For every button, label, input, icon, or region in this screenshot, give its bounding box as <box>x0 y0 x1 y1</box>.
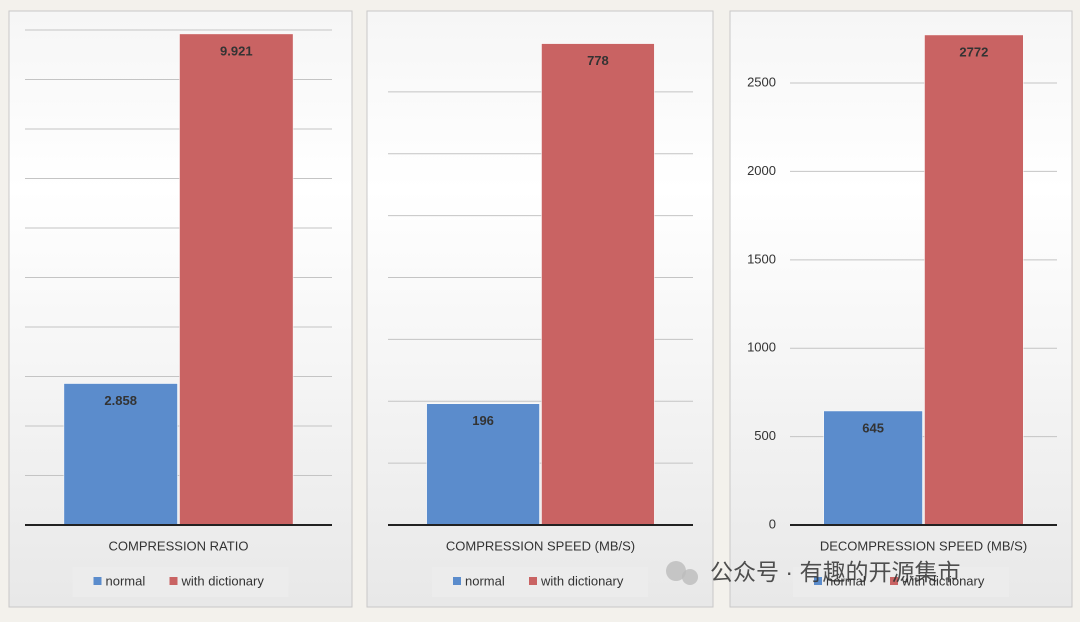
data-label: 645 <box>862 420 884 435</box>
legend-label: with dictionary <box>901 573 985 588</box>
y-tick-label: 1000 <box>747 340 776 355</box>
x-axis-title: COMPRESSION SPEED (MB/S) <box>446 538 635 553</box>
y-tick-label: 2500 <box>747 74 776 89</box>
data-label: 2.858 <box>104 393 137 408</box>
data-label: 196 <box>472 413 494 428</box>
legend-swatch <box>890 577 898 585</box>
legend-swatch <box>93 577 102 585</box>
legend-swatch <box>529 577 537 585</box>
legend-label: with dictionary <box>540 573 624 588</box>
watermark: 公众号 · 有趣的开源集市 <box>710 559 960 585</box>
data-label: 778 <box>587 53 609 68</box>
watermark-icon <box>682 569 698 585</box>
legend-box <box>793 567 1009 597</box>
y-tick-label: 0 <box>769 516 776 531</box>
legend-box <box>432 567 648 597</box>
legend-swatch <box>169 577 178 585</box>
bar <box>823 410 923 526</box>
y-tick-label: 2000 <box>747 163 776 178</box>
panel <box>366 10 714 608</box>
legend-label: normal <box>106 573 146 588</box>
y-tick-label: 1500 <box>747 251 776 266</box>
legend-label: normal <box>465 573 505 588</box>
data-label: 9.921 <box>220 43 253 58</box>
bar <box>541 43 655 526</box>
watermark-icon <box>666 561 686 581</box>
legend-swatch <box>814 577 822 585</box>
bar <box>924 34 1024 526</box>
y-tick-label: 500 <box>754 428 776 443</box>
x-axis-title: COMPRESSION RATIO <box>109 538 249 553</box>
bar <box>426 403 540 526</box>
legend-label: normal <box>826 573 866 588</box>
bar <box>63 383 178 526</box>
data-label: 2772 <box>959 44 988 59</box>
legend-box <box>72 567 289 597</box>
bar <box>179 33 294 526</box>
legend-swatch <box>453 577 461 585</box>
legend-label: with dictionary <box>181 573 265 588</box>
x-axis-title: DECOMPRESSION SPEED (MB/S) <box>820 538 1027 553</box>
